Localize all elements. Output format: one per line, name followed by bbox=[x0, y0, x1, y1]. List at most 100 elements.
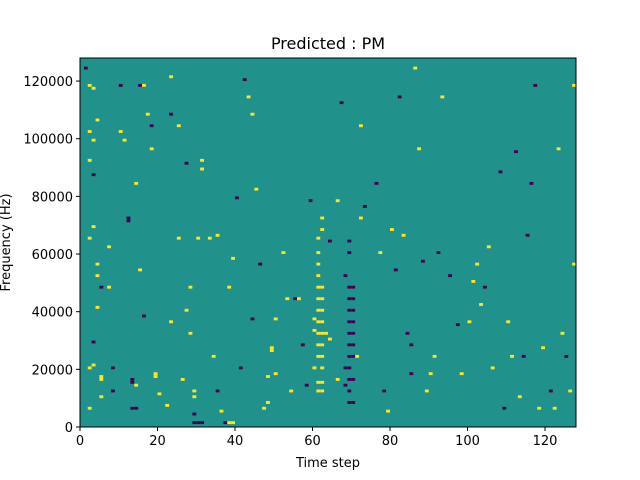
heatmap-cell-high bbox=[200, 167, 205, 171]
heatmap-cell-high bbox=[87, 406, 92, 410]
heatmap-cell-high bbox=[87, 83, 92, 87]
heatmap-cell-high bbox=[134, 181, 139, 185]
heatmap-cell-low bbox=[238, 366, 243, 370]
x-tick-label: 20 bbox=[149, 434, 166, 449]
heatmap-cell-high bbox=[192, 395, 197, 399]
heatmap-cell-high bbox=[417, 147, 422, 151]
heatmap-cell-high bbox=[320, 297, 325, 301]
y-axis-ticks: 0 20000 40000 60000 80000 100000 120000 bbox=[23, 75, 80, 436]
chart-title: Predicted : PM bbox=[271, 34, 385, 53]
heatmap-cell-high bbox=[107, 245, 112, 249]
heatmap-cell-low bbox=[304, 383, 309, 387]
heatmap-cell-high bbox=[176, 236, 181, 240]
heatmap-cell-high bbox=[95, 262, 100, 266]
heatmap-cell-low bbox=[351, 331, 356, 335]
heatmap-cell-low bbox=[409, 343, 414, 347]
heatmap-cell-high bbox=[320, 331, 325, 335]
heatmap-cell-low bbox=[138, 83, 143, 87]
heatmap-cell-low bbox=[351, 354, 356, 358]
x-tick-label: 80 bbox=[382, 434, 399, 449]
heatmap-cell-high bbox=[107, 285, 112, 289]
heatmap-cell-high bbox=[324, 331, 329, 335]
heatmap-cell-high bbox=[510, 354, 515, 358]
heatmap-cell-low bbox=[455, 323, 460, 327]
heatmap-cell-high bbox=[316, 343, 321, 347]
heatmap-cell-low bbox=[529, 181, 534, 185]
heatmap-cell-low bbox=[525, 233, 530, 237]
x-tick-label: 0 bbox=[76, 434, 84, 449]
heatmap-cell-low bbox=[351, 308, 356, 312]
heatmap-cell-high bbox=[316, 320, 321, 324]
heatmap-cell-high bbox=[359, 216, 363, 220]
heatmap-cell-high bbox=[335, 199, 340, 203]
heatmap-cell-low bbox=[521, 354, 526, 358]
heatmap-cell-high bbox=[320, 366, 325, 370]
heatmap-cell-low bbox=[242, 78, 247, 82]
heatmap-cell-low bbox=[130, 377, 135, 381]
heatmap-cell-low bbox=[142, 314, 146, 318]
heatmap-cell-low bbox=[405, 331, 410, 335]
heatmap-cell-low bbox=[196, 421, 201, 425]
heatmap-cell-high bbox=[231, 421, 236, 425]
y-tick-label: 80000 bbox=[32, 190, 73, 205]
y-tick-label: 20000 bbox=[32, 363, 73, 378]
y-tick-label: 100000 bbox=[23, 133, 73, 148]
axes-frame bbox=[79, 57, 577, 428]
heatmap-cell-high bbox=[95, 118, 100, 122]
heatmap-cell-low bbox=[134, 406, 139, 410]
heatmap-cell-high bbox=[149, 147, 154, 151]
heatmap-cell-high bbox=[145, 112, 150, 116]
heatmap-cell-high bbox=[320, 343, 325, 347]
heatmap-cell-high bbox=[517, 395, 522, 399]
heatmap-cell-high bbox=[262, 406, 267, 410]
heatmap-cell-low bbox=[421, 259, 425, 263]
heatmap-cell-low bbox=[250, 317, 255, 321]
x-tick-label: 120 bbox=[533, 434, 558, 449]
heatmap-cell-high bbox=[188, 331, 193, 335]
heatmap-cell-low bbox=[347, 239, 352, 243]
heatmap-cell-high bbox=[552, 406, 557, 410]
heatmap-cell-low bbox=[397, 95, 402, 99]
heatmap-cell-low bbox=[393, 268, 398, 272]
heatmap-cell-low bbox=[514, 150, 518, 154]
heatmap-cell-high bbox=[169, 320, 174, 324]
heatmap-cell-high bbox=[320, 380, 325, 384]
heatmap-cell-high bbox=[541, 346, 546, 350]
heatmap-cell-low bbox=[83, 66, 88, 70]
heatmap-cells bbox=[83, 66, 577, 425]
x-axis-ticks: 0 20 40 60 80 100 120 bbox=[76, 427, 558, 449]
heatmap-cell-high bbox=[320, 228, 325, 231]
heatmap-cell-low bbox=[347, 285, 352, 289]
heatmap-cell-low bbox=[448, 274, 453, 278]
heatmap-cell-high bbox=[320, 308, 325, 312]
heatmap-cell-low bbox=[347, 366, 352, 370]
heatmap-cell-high bbox=[266, 375, 270, 378]
heatmap-cell-high bbox=[118, 130, 123, 133]
heatmap-cell-low bbox=[223, 421, 228, 425]
heatmap-cell-high bbox=[122, 138, 127, 142]
heatmap-cell-low bbox=[328, 239, 332, 243]
heatmap-cell-high bbox=[157, 392, 162, 396]
heatmap-cell-low bbox=[308, 199, 313, 203]
heatmap-cell-low bbox=[235, 196, 239, 200]
heatmap-cell-high bbox=[138, 268, 143, 272]
x-tick-label: 100 bbox=[455, 434, 480, 449]
heatmap-cell-high bbox=[413, 66, 418, 70]
heatmap-cell-high bbox=[537, 406, 542, 410]
heatmap-cell-low bbox=[382, 389, 387, 393]
heatmap-cell-high bbox=[289, 389, 294, 393]
heatmap-cell-high bbox=[134, 383, 139, 387]
heatmap-cell-high bbox=[471, 279, 476, 283]
heatmap-cell-high bbox=[207, 236, 212, 240]
heatmap-cell-high bbox=[312, 366, 317, 370]
heatmap-cell-high bbox=[316, 331, 321, 335]
heatmap-cell-high bbox=[215, 233, 220, 237]
heatmap-cell-high bbox=[87, 130, 92, 133]
heatmap-cell-high bbox=[266, 401, 270, 404]
heatmap-cell-high bbox=[320, 216, 325, 220]
heatmap-cell-high bbox=[386, 409, 391, 413]
heatmap-cell-high bbox=[91, 225, 96, 229]
heatmap-cell-high bbox=[320, 285, 325, 289]
heatmap-cell-high bbox=[99, 395, 104, 399]
